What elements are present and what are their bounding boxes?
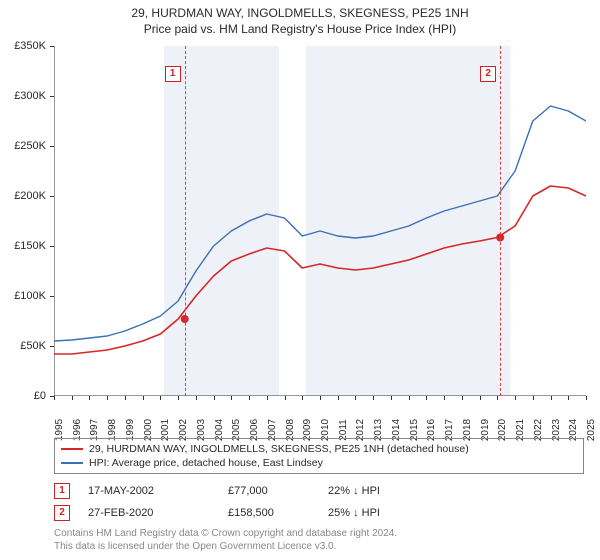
event-marker-box: 2 <box>480 66 496 82</box>
data-point-date: 27-FEB-2020 <box>88 507 228 519</box>
data-point-row: 2 27-FEB-2020 £158,500 25% ↓ HPI <box>40 502 588 524</box>
legend-label: 29, HURDMAN WAY, INGOLDMELLS, SKEGNESS, … <box>89 443 469 455</box>
data-point-price: £158,500 <box>228 507 328 519</box>
event-marker-box: 1 <box>165 66 181 82</box>
footer-attribution: Contains HM Land Registry data © Crown c… <box>54 528 397 553</box>
data-point-marker: 1 <box>54 483 70 499</box>
data-points-table: 1 17-MAY-2002 £77,000 22% ↓ HPI 2 27-FEB… <box>40 480 588 524</box>
chart-plot-area: 12 <box>54 46 586 396</box>
chart-title-subtitle: Price paid vs. HM Land Registry's House … <box>0 20 600 40</box>
legend-label: HPI: Average price, detached house, East… <box>89 457 323 469</box>
x-axis-labels: 1995199619971998199920002001200220032004… <box>54 400 586 436</box>
footer-line: Contains HM Land Registry data © Crown c… <box>54 528 397 541</box>
data-point-date: 17-MAY-2002 <box>88 485 228 497</box>
legend-item: HPI: Average price, detached house, East… <box>61 456 577 470</box>
legend-swatch <box>61 448 83 450</box>
data-point-marker: 2 <box>54 505 70 521</box>
legend-box: 29, HURDMAN WAY, INGOLDMELLS, SKEGNESS, … <box>54 438 584 474</box>
y-axis-labels: £0£50K£100K£150K£200K£250K£300K£350K <box>0 46 50 396</box>
data-point-price: £77,000 <box>228 485 328 497</box>
chart-title-address: 29, HURDMAN WAY, INGOLDMELLS, SKEGNESS, … <box>0 0 600 20</box>
data-point-pct: 22% ↓ HPI <box>328 485 448 497</box>
data-point-row: 1 17-MAY-2002 £77,000 22% ↓ HPI <box>40 480 588 502</box>
data-point-pct: 25% ↓ HPI <box>328 507 448 519</box>
legend-item: 29, HURDMAN WAY, INGOLDMELLS, SKEGNESS, … <box>61 442 577 456</box>
footer-line: This data is licensed under the Open Gov… <box>54 541 397 554</box>
legend-swatch <box>61 462 83 464</box>
